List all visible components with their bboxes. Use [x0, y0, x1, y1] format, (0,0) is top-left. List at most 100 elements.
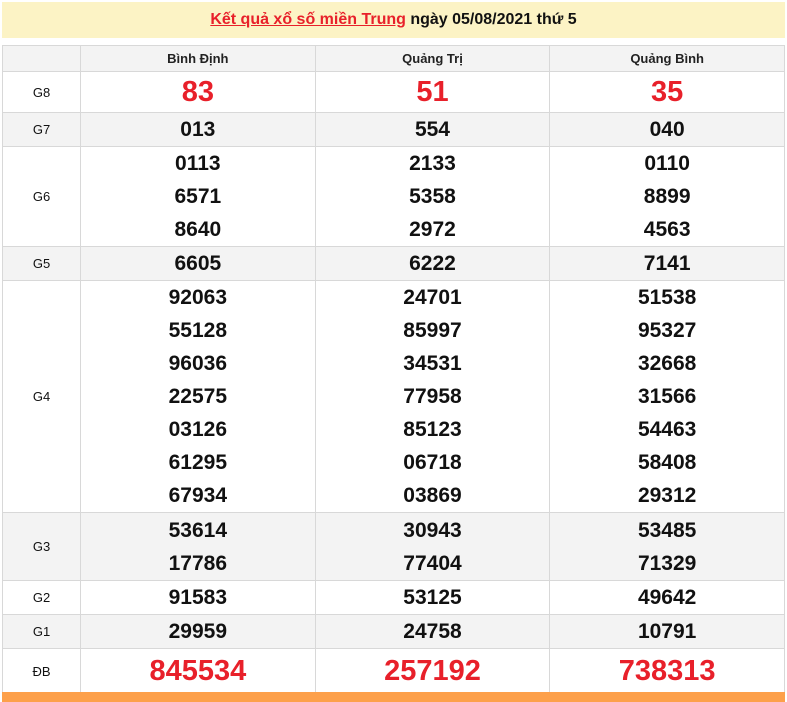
footer-bar	[2, 692, 785, 702]
prize-number: 54463	[637, 418, 697, 441]
prize-cell: 53614 17786	[80, 512, 316, 581]
prize-number: 5358	[409, 185, 456, 208]
prize-cell: 6222	[314, 246, 551, 281]
prize-label: G1	[2, 614, 81, 649]
prize-number: 554	[414, 118, 450, 141]
province-header: Quảng Trị	[314, 45, 551, 72]
prize-number: 17786	[168, 551, 228, 575]
prize-number: 95327	[637, 319, 697, 342]
prize-number: 013	[180, 118, 216, 141]
prize-cell: 29959	[80, 614, 316, 649]
prize-number: 53614	[168, 518, 228, 542]
province-header: Quảng Bình	[549, 45, 785, 72]
prize-number: 845534	[149, 655, 247, 687]
prize-cell: 24758	[314, 614, 551, 649]
prize-cell: 83	[80, 71, 316, 113]
prize-label: G8	[2, 71, 81, 113]
prize-cell: 2133 5358 2972	[314, 146, 551, 247]
prize-number: 8640	[174, 218, 222, 241]
prize-cell: 845534	[80, 648, 316, 694]
prize-cell: 7141	[549, 246, 785, 281]
prize-number: 6571	[174, 185, 222, 208]
prize-number: 738313	[618, 655, 716, 687]
prize-row-G3: G3 53614 17786 30943 77404 53485 71329	[2, 512, 785, 581]
prize-number: 34531	[403, 352, 462, 375]
prize-cell: 35	[549, 71, 785, 113]
prize-number: 03126	[168, 418, 228, 441]
prize-cell: 257192	[314, 648, 551, 694]
prize-row-G8: G8 83 51 35	[2, 71, 785, 113]
prize-cell: 0113 6571 8640	[80, 146, 316, 247]
prize-cell: 6605	[80, 246, 316, 281]
prize-row-G5: G5 6605 6222 7141	[2, 246, 785, 281]
prize-cell: 30943 77404	[314, 512, 551, 581]
prize-number: 83	[181, 76, 214, 108]
prize-label: G6	[2, 146, 81, 247]
prize-number: 22575	[168, 385, 228, 408]
prize-cell: 0110 8899 4563	[549, 146, 785, 247]
prize-number: 85997	[403, 319, 462, 342]
prize-number: 96036	[168, 352, 228, 375]
prize-row-G1: G1 29959 24758 10791	[2, 614, 785, 649]
prize-cell: 53485 71329	[549, 512, 785, 581]
prize-cell: 554	[314, 112, 551, 147]
prize-label: G4	[2, 280, 81, 513]
prize-number: 4563	[643, 218, 691, 241]
mien-trung-link[interactable]: Kết quả xổ số miền Trung	[210, 11, 406, 28]
prize-number: 77404	[403, 551, 462, 575]
prize-number: 91583	[168, 586, 228, 609]
prize-number: 0110	[644, 152, 690, 175]
prize-label: G2	[2, 580, 81, 615]
prize-number: 31566	[637, 385, 697, 408]
prize-cell: 10791	[549, 614, 785, 649]
prize-cell: 91583	[80, 580, 316, 615]
prize-cell: 49642	[549, 580, 785, 615]
prize-row-ĐB: ĐB 845534 257192 738313	[2, 648, 785, 694]
prize-label: G5	[2, 246, 81, 281]
prize-number: 0113	[175, 152, 221, 175]
prize-number: 8899	[643, 185, 691, 208]
prize-number: 2972	[409, 218, 456, 241]
results-table: Bình Định Quảng Trị Quảng Bình G8 83 51 35 G…	[2, 45, 785, 694]
prize-label: G3	[2, 512, 81, 581]
prize-number: 24701	[403, 286, 462, 309]
prize-number: 92063	[168, 286, 228, 309]
prize-number: 30943	[403, 518, 462, 542]
prize-number: 61295	[168, 451, 228, 474]
prize-row-G4: G4 92063 55128 96036 22575 03126 61295 67934 247…	[2, 280, 785, 513]
prize-number: 32668	[637, 352, 697, 375]
prize-number: 2133	[409, 152, 456, 175]
prize-number: 29312	[637, 484, 697, 507]
prize-number: 03869	[403, 484, 462, 507]
corner-header	[2, 45, 81, 72]
title-date: ngày 05/08/2021 thứ 5	[405, 11, 577, 28]
prize-cell: 92063 55128 96036 22575 03126 61295 67934	[80, 280, 316, 513]
prize-row-G2: G2 91583 53125 49642	[2, 580, 785, 615]
prize-number: 77958	[403, 385, 462, 408]
prize-number: 51538	[637, 286, 697, 309]
prize-cell: 738313	[549, 648, 785, 694]
prize-number: 10791	[637, 620, 697, 643]
prize-label: G7	[2, 112, 81, 147]
prize-number: 040	[649, 118, 685, 141]
prize-number: 35	[651, 76, 684, 108]
prize-row-G6: G6 0113 6571 8640 2133 5358 2972 0110 8899 4563	[2, 146, 785, 247]
prize-cell: 51	[314, 71, 551, 113]
prize-number: 67934	[168, 484, 228, 507]
prize-number: 51	[416, 76, 449, 108]
prize-cell: 013	[80, 112, 316, 147]
prize-number: 24758	[403, 620, 462, 643]
prize-number: 6605	[174, 252, 222, 275]
prize-number: 58408	[637, 451, 697, 474]
prize-number: 53485	[637, 518, 697, 542]
prize-label: ĐB	[2, 648, 81, 694]
prize-number: 49642	[637, 586, 697, 609]
prize-number: 06718	[403, 451, 462, 474]
prize-number: 53125	[403, 586, 462, 609]
prize-cell: 53125	[314, 580, 551, 615]
prize-number: 6222	[409, 252, 456, 275]
prize-cell: 040	[549, 112, 785, 147]
prize-row-G7: G7 013 554 040	[2, 112, 785, 147]
prize-number: 257192	[384, 655, 481, 687]
prize-cell: 51538 95327 32668 31566 54463 58408 29312	[549, 280, 785, 513]
